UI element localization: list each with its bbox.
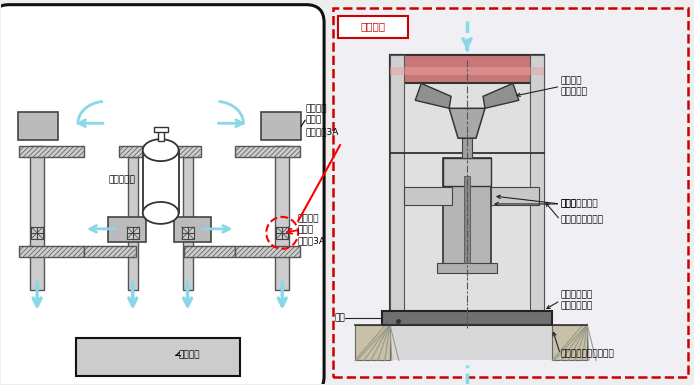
Bar <box>390 55 544 84</box>
Bar <box>119 146 201 157</box>
Text: 当該箇所: 当該箇所 <box>360 22 385 32</box>
Bar <box>184 246 235 257</box>
Bar <box>262 112 301 140</box>
Bar <box>84 246 136 257</box>
FancyBboxPatch shape <box>333 8 688 377</box>
Text: ケーシングと
台板合わせ面: ケーシングと 台板合わせ面 <box>560 291 593 311</box>
Bar <box>30 146 44 290</box>
Bar <box>108 217 146 242</box>
Bar <box>127 227 139 239</box>
Polygon shape <box>415 84 451 108</box>
Bar <box>491 187 539 205</box>
Bar <box>31 227 43 239</box>
Bar <box>443 158 491 273</box>
Bar <box>183 157 192 290</box>
Bar <box>437 263 497 273</box>
Bar <box>276 146 289 290</box>
Text: 床面（コンクリート）: 床面（コンクリート） <box>560 350 614 358</box>
Bar <box>404 187 452 205</box>
Bar <box>19 146 84 157</box>
Bar <box>19 246 84 257</box>
Bar <box>530 55 544 313</box>
Bar <box>464 176 470 263</box>
Text: 格納容器: 格納容器 <box>178 350 200 359</box>
Text: 格納容器
再循環
ユニット3A: 格納容器 再循環 ユニット3A <box>305 105 339 136</box>
Text: 原子炉容器: 原子炉容器 <box>109 176 136 184</box>
Bar <box>158 131 164 141</box>
Bar <box>76 338 240 376</box>
Bar <box>338 16 408 38</box>
Bar <box>390 55 404 313</box>
Bar <box>552 325 587 360</box>
Bar <box>174 217 212 242</box>
Text: 台板: 台板 <box>335 313 345 322</box>
Bar <box>128 157 137 290</box>
Bar <box>390 67 544 75</box>
Bar <box>153 127 168 132</box>
Ellipse shape <box>143 202 178 224</box>
Bar <box>382 311 552 325</box>
Text: 電動機: 電動機 <box>560 199 576 208</box>
Bar <box>276 227 288 239</box>
Ellipse shape <box>143 139 178 161</box>
Text: 格納容器
再循環
ファン3A: 格納容器 再循環 ファン3A <box>297 214 325 246</box>
FancyBboxPatch shape <box>0 5 324 385</box>
Text: ファンケーシング: ファンケーシング <box>560 215 603 224</box>
Bar <box>143 150 178 213</box>
Text: インペラ
（羽根車）: インペラ （羽根車） <box>560 76 587 96</box>
Polygon shape <box>449 108 485 138</box>
Text: 電動機支持金物: 電動機支持金物 <box>560 199 598 208</box>
Bar <box>355 325 579 360</box>
Bar <box>443 158 491 186</box>
Bar <box>235 146 301 157</box>
Polygon shape <box>483 84 519 108</box>
Bar <box>390 55 544 342</box>
Bar <box>355 325 390 360</box>
Bar <box>235 246 301 257</box>
Bar <box>18 112 58 140</box>
Bar <box>462 138 472 158</box>
Bar <box>182 227 194 239</box>
